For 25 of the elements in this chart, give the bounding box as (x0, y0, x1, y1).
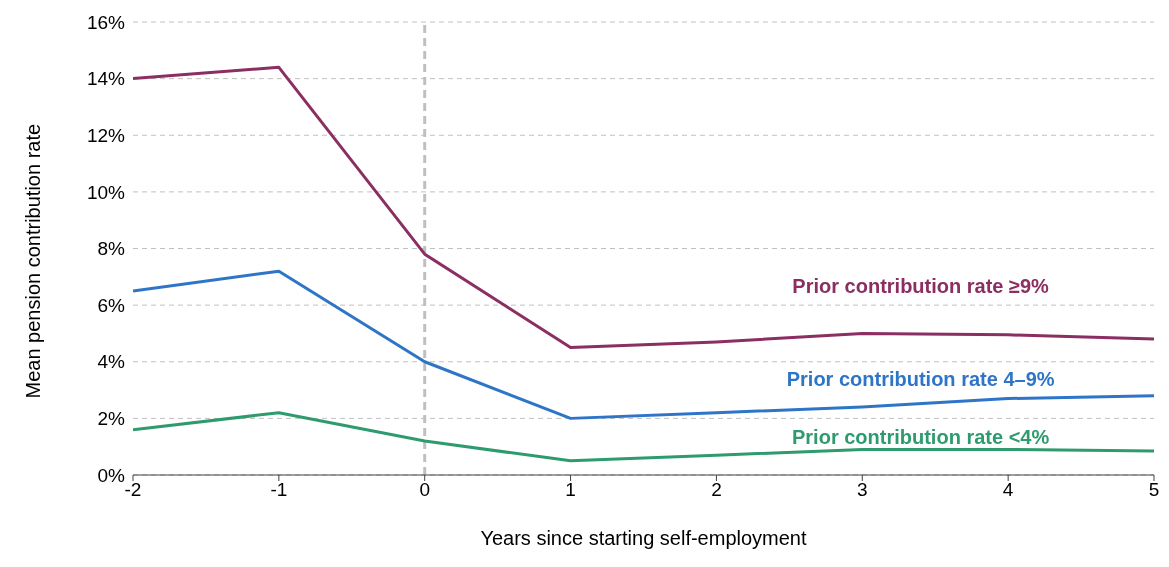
y-tick-label: 0% (97, 464, 126, 486)
x-tick-label: 1 (565, 479, 576, 501)
line-series (133, 411, 1154, 463)
x-axis-title: Years since starting self-employment (480, 527, 807, 549)
x-tick-label: 3 (857, 479, 868, 501)
y-tick-label: 16% (86, 11, 126, 33)
series-label: Prior contribution rate ≥9% (792, 275, 1050, 298)
x-tick-label: 2 (711, 479, 722, 501)
x-tick-label: 4 (1002, 479, 1014, 501)
x-tick-label: -1 (270, 479, 288, 501)
y-tick-label: 6% (97, 294, 126, 316)
y-tick-label: 10% (86, 181, 126, 203)
line-series (133, 269, 1154, 420)
line-series (133, 65, 1154, 350)
x-tick-label: 0 (419, 479, 430, 501)
y-axis-title: Mean pension contribution rate (22, 123, 45, 399)
y-tick-label: 12% (86, 124, 126, 146)
y-tick-label: 8% (97, 238, 126, 260)
series-label: Prior contribution rate 4–9% (786, 367, 1055, 390)
series-label: Prior contribution rate <4% (792, 425, 1050, 448)
x-tick-label: -2 (124, 479, 142, 501)
y-tick-label: 14% (86, 68, 126, 90)
y-tick-label: 2% (97, 408, 126, 430)
x-tick-label: 5 (1148, 479, 1160, 501)
y-tick-label: 4% (97, 351, 126, 373)
